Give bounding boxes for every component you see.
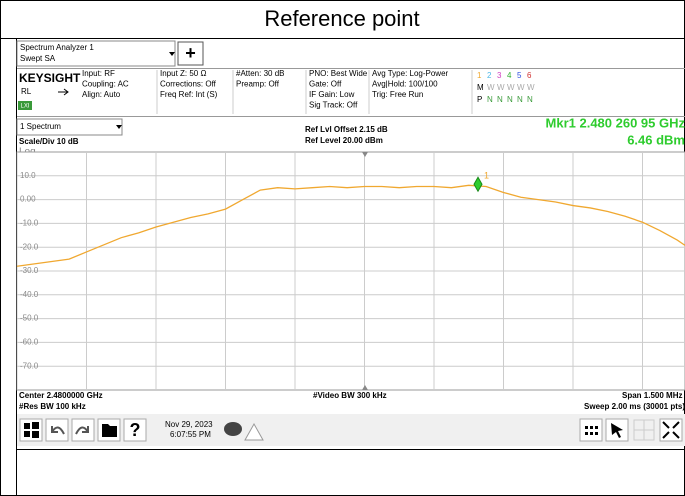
folder-icon xyxy=(102,424,117,437)
scale-label: Scale/Div 10 dB xyxy=(19,137,79,146)
res-bw: #Res BW 100 kHz xyxy=(19,402,86,411)
status-text: Coupling: AC xyxy=(82,80,129,89)
trace-modes: W xyxy=(517,83,525,92)
help-label: ? xyxy=(130,420,141,440)
windows-icon xyxy=(24,422,39,438)
undo-button[interactable] xyxy=(45,418,69,442)
status-text: Input: RF xyxy=(82,69,115,78)
marker-name: 1 xyxy=(484,171,489,181)
video-bw: #Video BW 300 kHz xyxy=(313,391,387,400)
trace-detectors: N xyxy=(507,95,513,104)
message-icon[interactable] xyxy=(224,422,242,436)
tab-line: Swept SA xyxy=(20,54,56,63)
page-title: Reference point xyxy=(264,6,419,31)
tab-line: Spectrum Analyzer 1 xyxy=(20,43,94,52)
ref-offset: Ref Lvl Offset 2.15 dB xyxy=(305,125,388,134)
marker xyxy=(473,176,483,193)
span: Span 1.500 MHz xyxy=(622,391,682,400)
trace-detectors: N xyxy=(517,95,523,104)
y-tick-label: -70.0 xyxy=(20,361,39,370)
help-button[interactable] xyxy=(123,418,147,442)
trace-detectors: P xyxy=(477,95,482,104)
layout-icon xyxy=(634,420,654,440)
trace-modes: W xyxy=(507,83,515,92)
status-text: Sig Track: Off xyxy=(309,101,358,110)
undo-icon xyxy=(51,426,65,435)
status-text: PNO: Best Wide xyxy=(309,69,368,78)
y-tick-label: -60.0 xyxy=(20,338,39,347)
window-label: 1 Spectrum xyxy=(20,122,61,131)
plot-clip xyxy=(17,152,685,390)
marker-frequency: Mkr1 2.480 260 95 GHz xyxy=(546,115,685,130)
y-tick-label: -20.0 xyxy=(20,242,39,251)
redo-button[interactable] xyxy=(71,418,95,442)
trace-numbers: 6 xyxy=(527,71,532,80)
trace-numbers: 1 xyxy=(477,71,482,80)
alert-icon[interactable] xyxy=(244,422,264,441)
y-tick-label: 10.0 xyxy=(20,171,36,180)
trace-detectors: N xyxy=(497,95,503,104)
center-freq: Center 2.4800000 GHz xyxy=(19,391,103,400)
date: Nov 29, 2023 xyxy=(165,420,213,429)
window-selector[interactable] xyxy=(16,118,123,136)
marker-amplitude: 6.46 dBm xyxy=(627,132,685,147)
trace-numbers: 2 xyxy=(487,71,492,80)
status-text: Gate: Off xyxy=(309,80,342,89)
trace-numbers: 5 xyxy=(517,71,522,80)
trace-modes: W xyxy=(487,83,495,92)
keypad-button[interactable] xyxy=(579,418,603,442)
dropdown-arrow xyxy=(116,125,122,129)
add-button[interactable] xyxy=(177,41,204,66)
y-tick-label: -50.0 xyxy=(20,314,39,323)
y-tick-label: -30.0 xyxy=(20,266,39,275)
plot: 10.0 0.00 -10.0 -20.0 -30.0 -40.0 -50.0 -60.0 -7… xyxy=(16,151,685,391)
trace-detectors: N xyxy=(487,95,493,104)
y-tick-label: -40.0 xyxy=(20,290,39,299)
lxi: LXI xyxy=(20,104,29,110)
status-text: Trig: Free Run xyxy=(372,90,423,99)
trace-detectors: N xyxy=(527,95,533,104)
keypad-icon xyxy=(585,426,598,435)
trace-modes: M xyxy=(477,83,484,92)
status-text: Corrections: Off xyxy=(160,80,217,89)
rl: RL xyxy=(21,87,32,96)
tab[interactable] xyxy=(16,40,176,67)
trace-indicator: 1 2 3 4 5 6M W W W W WP N N N N N xyxy=(471,70,535,114)
time: 6:07:55 PM xyxy=(170,430,211,439)
trace-modes: W xyxy=(497,83,505,92)
touch-icon xyxy=(611,423,623,438)
redo-icon xyxy=(75,426,89,435)
dropdown-arrow xyxy=(169,52,175,56)
fullscreen-icon xyxy=(662,421,680,439)
sweep: Sweep 2.00 ms (30001 pts) xyxy=(584,402,685,411)
y-tick-label: -10.0 xyxy=(20,219,39,228)
add-label: + xyxy=(185,43,196,63)
lxi-badge xyxy=(18,101,32,110)
trace-numbers: 3 xyxy=(497,71,502,80)
trace xyxy=(17,184,685,267)
ref-level: Ref Level 20.00 dBm xyxy=(305,136,383,145)
status-text: Freq Ref: Int (S) xyxy=(160,90,218,99)
trace-numbers: 4 xyxy=(507,71,512,80)
trace-modes: W xyxy=(527,83,535,92)
input-icon xyxy=(58,88,69,96)
status-text: Input Z: 50 Ω xyxy=(160,69,206,78)
status-text: Align: Auto xyxy=(82,90,121,99)
y-tick-label: 0.00 xyxy=(20,195,36,204)
status-text: Preamp: Off xyxy=(236,80,280,89)
status-text: #Atten: 30 dB xyxy=(236,69,284,78)
brand: KEYSIGHT xyxy=(19,71,81,85)
status-text: Avg|Hold: 100/100 xyxy=(372,80,438,89)
status-text: IF Gain: Low xyxy=(309,90,355,99)
status-text: Avg Type: Log-Power xyxy=(372,69,449,78)
